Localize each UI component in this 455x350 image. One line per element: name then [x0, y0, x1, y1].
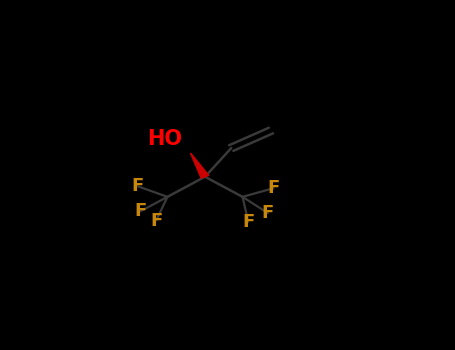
Text: F: F [131, 177, 144, 195]
Text: HO: HO [147, 129, 182, 149]
Polygon shape [191, 153, 209, 178]
Text: F: F [134, 202, 147, 220]
Text: F: F [242, 213, 254, 231]
Text: F: F [150, 211, 162, 230]
Text: F: F [262, 204, 274, 222]
Text: F: F [268, 179, 280, 197]
